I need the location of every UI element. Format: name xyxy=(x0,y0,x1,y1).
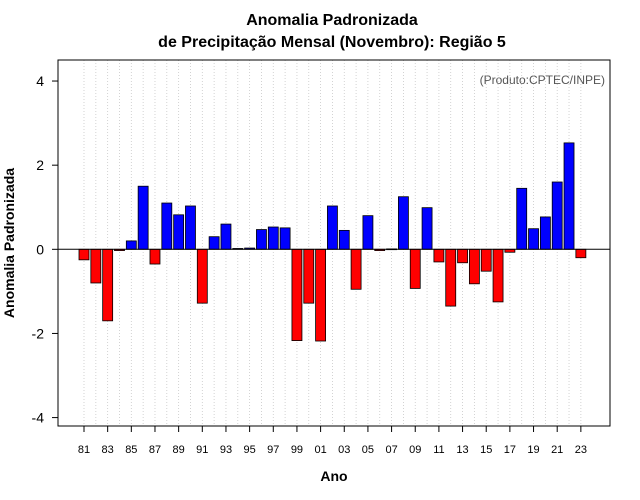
bar-1983 xyxy=(102,248,114,322)
bars xyxy=(78,142,587,342)
bar-2002 xyxy=(327,205,338,250)
bar-1991 xyxy=(196,248,208,304)
y-tick-label: -2 xyxy=(32,325,45,341)
x-tick-label: 95 xyxy=(243,444,255,456)
bar-1982 xyxy=(90,248,102,284)
bar-2008 xyxy=(398,196,409,250)
x-tick-label: 93 xyxy=(220,444,232,456)
bar-2001 xyxy=(315,248,327,342)
source-annotation: (Produto:CPTEC/INPE) xyxy=(480,73,605,87)
chart-title: Anomalia Padronizada xyxy=(246,12,418,29)
bar-2011 xyxy=(433,248,445,263)
bar-1999 xyxy=(291,248,303,341)
bar-1987 xyxy=(149,248,161,265)
bar-1996 xyxy=(256,229,267,250)
bar-1985 xyxy=(125,240,137,250)
bar-2013 xyxy=(457,248,468,264)
x-tick-label: 81 xyxy=(78,444,90,456)
bar-1998 xyxy=(279,227,291,250)
bar-1988 xyxy=(161,202,173,250)
x-tick-label: 83 xyxy=(102,444,114,456)
x-tick-label: 87 xyxy=(149,444,161,456)
bar-2021 xyxy=(551,181,563,250)
x-tick-label: 21 xyxy=(551,444,563,456)
x-tick-label: 15 xyxy=(480,444,492,456)
plot-frame xyxy=(57,59,611,427)
y-tick-label: 0 xyxy=(36,241,44,257)
x-tick-label: 17 xyxy=(504,444,516,456)
bar-1989 xyxy=(173,214,185,250)
bar-2019 xyxy=(528,228,539,250)
bar-2018 xyxy=(516,187,528,250)
bar-2010 xyxy=(421,207,433,250)
bar-1993 xyxy=(220,223,232,250)
bar-2014 xyxy=(468,248,480,285)
bar-2020 xyxy=(539,216,551,250)
x-tick-label: 89 xyxy=(173,444,185,456)
y-tick-label: 2 xyxy=(36,157,44,173)
axes: -4 -2 0 2 4 81 83 85 87 89 91 93 95 97 99 01 03 05 07 09 11 1… xyxy=(32,59,611,456)
x-tick-label: 99 xyxy=(291,444,303,456)
bar-1981 xyxy=(78,248,90,261)
bar-2000 xyxy=(303,248,315,304)
y-tick-label: -4 xyxy=(32,410,45,426)
bar-2004 xyxy=(350,248,362,290)
x-tick-label: 23 xyxy=(575,444,587,456)
x-tick-label: 07 xyxy=(385,444,397,456)
x-tick-label: 13 xyxy=(456,444,468,456)
bar-2009 xyxy=(409,248,421,289)
x-tick-label: 19 xyxy=(527,444,539,456)
x-tick-label: 91 xyxy=(196,444,208,456)
chart-subtitle: de Precipitação Mensal (Novembro): Regiã… xyxy=(158,34,506,51)
bar-2016 xyxy=(492,248,504,303)
x-tick-label: 05 xyxy=(362,444,374,456)
bar-1990 xyxy=(185,205,196,250)
x-tick-label: 85 xyxy=(125,444,137,456)
bar-2015 xyxy=(480,248,492,272)
x-tick-label: 09 xyxy=(409,444,421,456)
bar-2005 xyxy=(362,215,374,250)
bar-1986 xyxy=(137,185,149,250)
x-tick-label: 03 xyxy=(338,444,350,456)
bar-2003 xyxy=(338,229,350,250)
bar-2012 xyxy=(445,248,457,307)
bar-1992 xyxy=(208,236,220,250)
x-tick-label: 11 xyxy=(433,444,444,456)
bar-2022 xyxy=(563,142,575,250)
x-tick-label: 97 xyxy=(267,444,279,456)
y-tick-label: 4 xyxy=(36,73,44,89)
bar-1997 xyxy=(267,226,279,250)
x-tick-label: 01 xyxy=(314,444,326,456)
bar-2023 xyxy=(575,248,587,259)
x-axis-label: Ano xyxy=(320,468,347,484)
y-axis-label: Anomalia Padronizada xyxy=(1,168,17,318)
